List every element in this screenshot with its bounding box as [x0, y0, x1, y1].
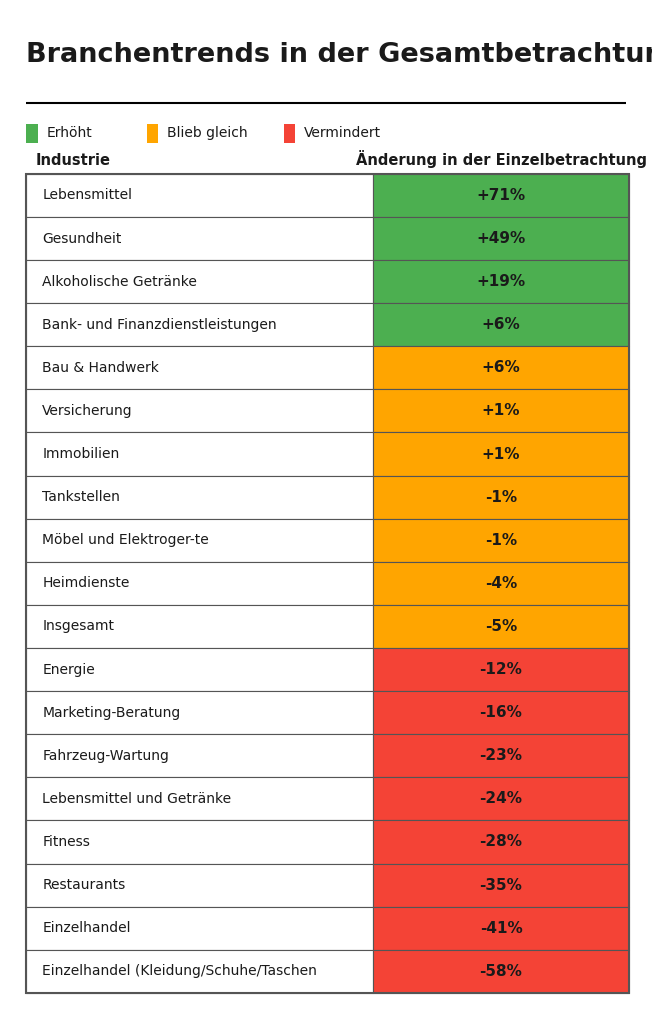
- Text: -41%: -41%: [480, 921, 522, 935]
- Text: -1%: -1%: [485, 533, 517, 548]
- Text: -23%: -23%: [479, 748, 522, 763]
- Text: -28%: -28%: [479, 834, 522, 849]
- Bar: [26, 303, 373, 347]
- Bar: [26, 174, 629, 993]
- Text: +49%: +49%: [477, 232, 526, 246]
- Text: Marketing-Beratung: Marketing-Beratung: [42, 706, 181, 720]
- Bar: [373, 519, 629, 562]
- Bar: [26, 820, 373, 863]
- Text: +1%: +1%: [482, 447, 520, 462]
- Text: Tankstellen: Tankstellen: [42, 490, 120, 504]
- Bar: [373, 648, 629, 692]
- Text: Vermindert: Vermindert: [304, 126, 381, 141]
- Text: +6%: +6%: [482, 317, 520, 333]
- Bar: [26, 648, 373, 692]
- Text: Insgesamt: Insgesamt: [42, 620, 114, 634]
- Text: Bau & Handwerk: Bau & Handwerk: [42, 361, 159, 375]
- Text: Immobilien: Immobilien: [42, 447, 119, 461]
- Bar: [26, 863, 373, 907]
- Bar: [26, 562, 373, 605]
- Bar: [373, 433, 629, 475]
- Text: Fahrzeug-Wartung: Fahrzeug-Wartung: [42, 749, 170, 762]
- Text: Lebensmittel: Lebensmittel: [42, 188, 132, 202]
- Bar: [373, 562, 629, 605]
- Bar: [26, 692, 373, 734]
- Bar: [373, 907, 629, 949]
- Bar: [373, 734, 629, 777]
- Bar: [373, 174, 629, 217]
- Text: +71%: +71%: [477, 188, 526, 203]
- Bar: [26, 260, 373, 303]
- Text: Änderung in der Einzelbetrachtung: Änderung in der Einzelbetrachtung: [355, 150, 647, 168]
- Bar: [26, 519, 373, 562]
- Bar: [373, 777, 629, 820]
- Text: -5%: -5%: [485, 619, 517, 634]
- Bar: [373, 303, 629, 347]
- Text: Bank- und Finanzdienstleistungen: Bank- und Finanzdienstleistungen: [42, 317, 277, 332]
- Text: +1%: +1%: [482, 403, 520, 419]
- Bar: [26, 174, 373, 217]
- Bar: [26, 605, 373, 648]
- Bar: [373, 692, 629, 734]
- Bar: [26, 347, 373, 389]
- Bar: [373, 605, 629, 648]
- Text: -16%: -16%: [480, 705, 522, 720]
- Bar: [373, 863, 629, 907]
- Text: Restaurants: Restaurants: [42, 878, 126, 892]
- FancyBboxPatch shape: [284, 124, 295, 143]
- Bar: [26, 217, 373, 260]
- Bar: [373, 260, 629, 303]
- Bar: [26, 777, 373, 820]
- Text: Industrie: Industrie: [36, 153, 111, 168]
- Bar: [373, 820, 629, 863]
- Text: -1%: -1%: [485, 489, 517, 504]
- Text: +19%: +19%: [477, 274, 526, 289]
- Text: Lebensmittel und Getränke: Lebensmittel und Getränke: [42, 792, 231, 806]
- Text: Gesundheit: Gesundheit: [42, 232, 122, 246]
- Text: +6%: +6%: [482, 360, 520, 375]
- Text: -24%: -24%: [479, 792, 522, 807]
- Text: -4%: -4%: [485, 576, 517, 590]
- Bar: [373, 217, 629, 260]
- FancyBboxPatch shape: [26, 124, 38, 143]
- Bar: [373, 949, 629, 993]
- Bar: [373, 347, 629, 389]
- Bar: [26, 949, 373, 993]
- Bar: [26, 734, 373, 777]
- Text: Einzelhandel: Einzelhandel: [42, 921, 131, 935]
- FancyBboxPatch shape: [147, 124, 158, 143]
- Text: -12%: -12%: [480, 662, 522, 677]
- Bar: [373, 389, 629, 433]
- Text: -58%: -58%: [480, 963, 522, 979]
- Text: Alkoholische Getränke: Alkoholische Getränke: [42, 275, 198, 289]
- Text: Fitness: Fitness: [42, 835, 90, 849]
- Bar: [26, 389, 373, 433]
- Text: Branchentrends in der Gesamtbetrachtung: Branchentrends in der Gesamtbetrachtung: [26, 42, 652, 69]
- Text: Blieb gleich: Blieb gleich: [167, 126, 248, 141]
- Text: Möbel und Elektroger-te: Möbel und Elektroger-te: [42, 533, 209, 547]
- Text: Erhöht: Erhöht: [46, 126, 92, 141]
- Bar: [26, 475, 373, 519]
- Text: -35%: -35%: [480, 878, 522, 893]
- Text: Heimdienste: Heimdienste: [42, 576, 130, 590]
- Bar: [373, 475, 629, 519]
- Bar: [26, 433, 373, 475]
- Text: Versicherung: Versicherung: [42, 404, 133, 418]
- Bar: [26, 907, 373, 949]
- Text: Energie: Energie: [42, 662, 95, 676]
- Text: Einzelhandel (Kleidung/Schuhe/Taschen: Einzelhandel (Kleidung/Schuhe/Taschen: [42, 964, 318, 979]
